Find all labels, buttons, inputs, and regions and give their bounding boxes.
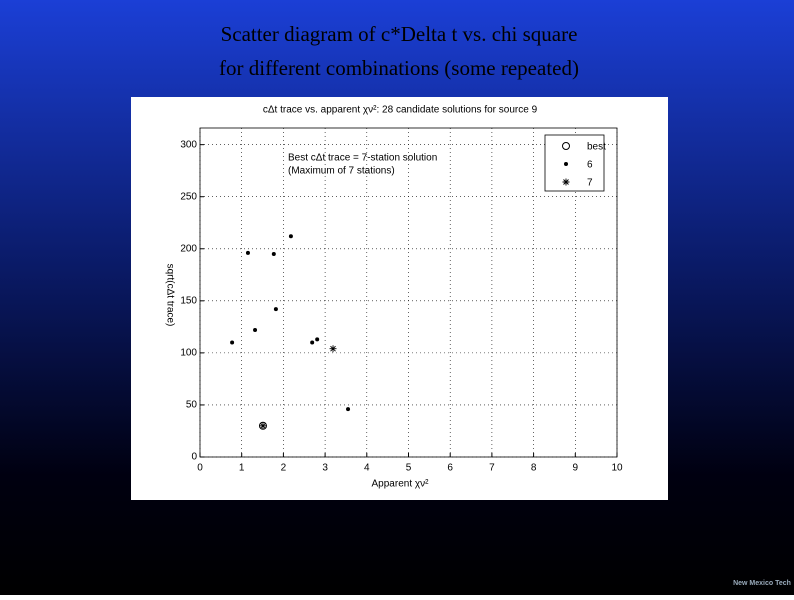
slide-title: for different combinations (some repeate… xyxy=(219,56,579,80)
point xyxy=(245,250,250,255)
point xyxy=(329,345,337,353)
annotation: (Maximum of 7 stations) xyxy=(288,166,395,177)
y-tick-label: 100 xyxy=(180,348,197,359)
legend-box xyxy=(544,134,605,192)
legend-marker xyxy=(562,178,570,186)
y-tick-label: 50 xyxy=(186,400,198,411)
x-tick-label: 3 xyxy=(322,463,328,474)
point xyxy=(230,340,235,345)
x-tick-label: 4 xyxy=(364,463,370,474)
x-axis-label: Apparent χν² xyxy=(372,479,430,490)
x-tick-label: 7 xyxy=(489,463,495,474)
x-tick-label: 0 xyxy=(197,463,203,474)
point xyxy=(271,251,276,256)
y-tick-label: 0 xyxy=(191,452,197,463)
x-tick-label: 2 xyxy=(281,463,287,474)
y-tick-label: 300 xyxy=(180,139,197,150)
legend-marker xyxy=(562,142,570,150)
point xyxy=(259,422,267,430)
x-tick-label: 10 xyxy=(611,463,623,474)
legend-label: 7 xyxy=(587,178,593,189)
y-axis-label: sqrt(cΔt trace) xyxy=(164,264,175,327)
legend-label: best xyxy=(587,142,606,153)
y-tick-label: 200 xyxy=(180,243,197,254)
point xyxy=(346,407,351,412)
x-tick-label: 1 xyxy=(239,463,245,474)
point xyxy=(253,327,258,332)
x-tick-label: 9 xyxy=(573,463,579,474)
legend-marker xyxy=(564,162,568,166)
slide-title: Scatter diagram of c*Delta t vs. chi squ… xyxy=(221,22,578,46)
annotation: Best cΔt trace = 7-station solution xyxy=(288,153,437,164)
y-tick-label: 150 xyxy=(180,295,197,306)
logo: New Mexico Tech xyxy=(733,580,791,587)
point xyxy=(288,234,293,239)
x-tick-label: 8 xyxy=(531,463,537,474)
x-tick-label: 6 xyxy=(447,463,453,474)
legend-label: 6 xyxy=(587,160,593,171)
chart-title: cΔt trace vs. apparent χν²: 28 candidate… xyxy=(263,105,538,116)
point xyxy=(315,337,320,342)
point xyxy=(273,307,278,312)
x-tick-label: 5 xyxy=(406,463,412,474)
point xyxy=(310,340,315,345)
y-tick-label: 250 xyxy=(180,191,197,202)
